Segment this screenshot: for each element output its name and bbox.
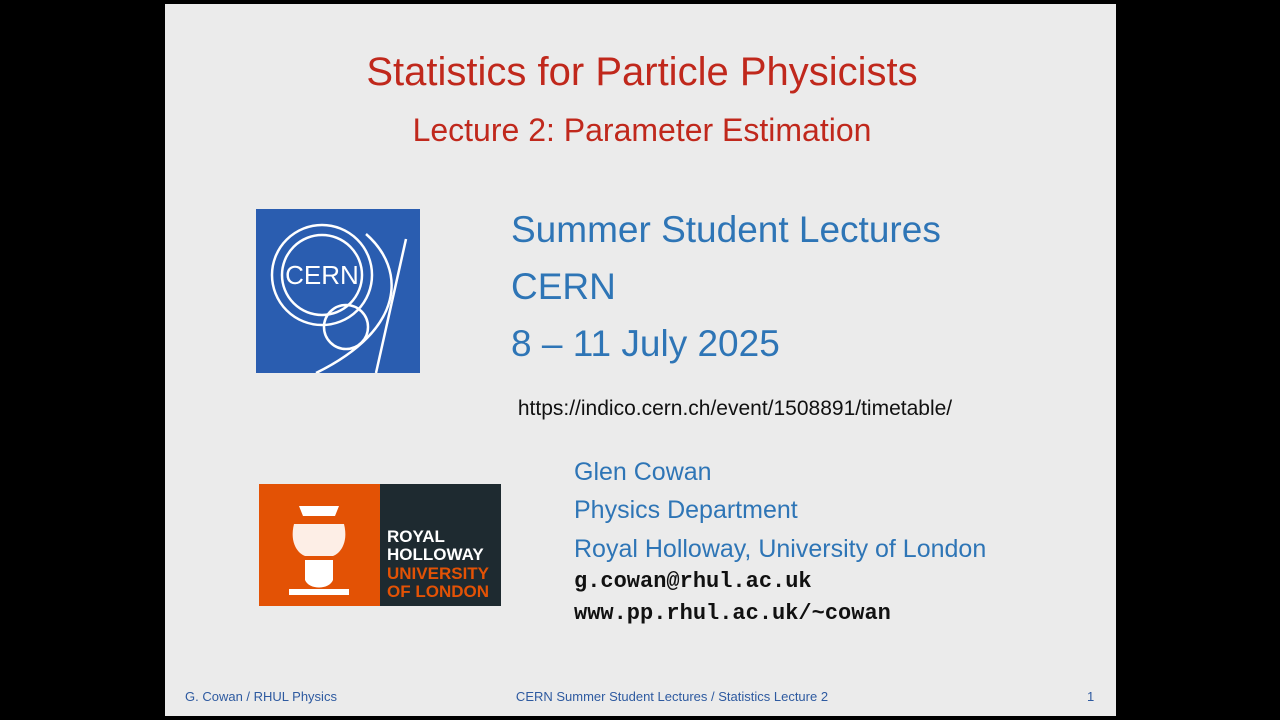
cern-logo-text: CERN bbox=[285, 260, 359, 290]
slide-subtitle: Lecture 2: Parameter Estimation bbox=[412, 112, 872, 148]
logo-background bbox=[256, 209, 420, 373]
crest bbox=[289, 506, 349, 595]
footer-center: CERN Summer Student Lectures / Statistic… bbox=[515, 689, 829, 704]
page-number: 1 bbox=[1087, 689, 1095, 704]
author-web: www.pp.rhul.ac.uk/~cowan bbox=[574, 601, 891, 626]
rhul-logo-text: OF LONDON bbox=[387, 582, 489, 601]
footer-left: G. Cowan / RHUL Physics bbox=[185, 689, 337, 704]
author-email: g.cowan@rhul.ac.uk bbox=[574, 569, 812, 594]
slide-title: Statistics for Particle Physicists bbox=[366, 50, 918, 94]
logo-right bbox=[380, 484, 501, 606]
slide: Statistics for Particle Physicists Lectu… bbox=[165, 4, 1116, 716]
event-line: 8 – 11 July 2025 bbox=[511, 323, 780, 364]
author-line: Royal Holloway, University of London bbox=[574, 535, 987, 563]
rhul-logo-text: UNIVERSITY bbox=[387, 564, 490, 583]
event-line: CERN bbox=[511, 266, 616, 307]
event-line: Summer Student Lectures bbox=[511, 209, 941, 250]
rhul-logo: ROYAL HOLLOWAY UNIVERSITY OF LONDON bbox=[259, 484, 501, 606]
author-line: Physics Department bbox=[574, 496, 798, 524]
rhul-logo-text: ROYAL bbox=[387, 527, 445, 546]
event-url: https://indico.cern.ch/event/1508891/tim… bbox=[517, 397, 953, 420]
author-line: Glen Cowan bbox=[574, 458, 712, 486]
cern-logo: CERN bbox=[256, 209, 420, 373]
rhul-logo-text: HOLLOWAY bbox=[387, 545, 484, 564]
logo-rings bbox=[270, 223, 408, 373]
